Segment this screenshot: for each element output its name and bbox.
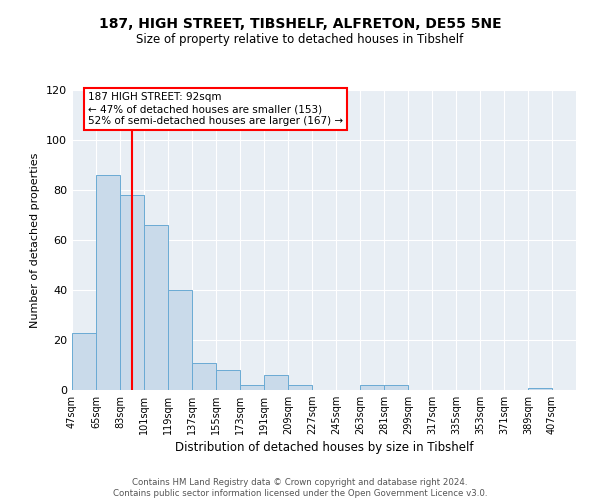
Bar: [216, 370, 240, 390]
Bar: [192, 362, 216, 390]
Bar: [528, 388, 552, 390]
Bar: [72, 332, 96, 390]
Bar: [384, 385, 408, 390]
Text: Contains HM Land Registry data © Crown copyright and database right 2024.
Contai: Contains HM Land Registry data © Crown c…: [113, 478, 487, 498]
Bar: [240, 385, 264, 390]
Bar: [288, 385, 312, 390]
Bar: [168, 290, 192, 390]
Y-axis label: Number of detached properties: Number of detached properties: [31, 152, 40, 328]
X-axis label: Distribution of detached houses by size in Tibshelf: Distribution of detached houses by size …: [175, 442, 473, 454]
Bar: [264, 375, 288, 390]
Bar: [120, 195, 144, 390]
Bar: [360, 385, 384, 390]
Text: 187, HIGH STREET, TIBSHELF, ALFRETON, DE55 5NE: 187, HIGH STREET, TIBSHELF, ALFRETON, DE…: [98, 18, 502, 32]
Bar: [96, 175, 120, 390]
Text: Size of property relative to detached houses in Tibshelf: Size of property relative to detached ho…: [136, 32, 464, 46]
Bar: [144, 225, 168, 390]
Text: 187 HIGH STREET: 92sqm
← 47% of detached houses are smaller (153)
52% of semi-de: 187 HIGH STREET: 92sqm ← 47% of detached…: [88, 92, 343, 126]
